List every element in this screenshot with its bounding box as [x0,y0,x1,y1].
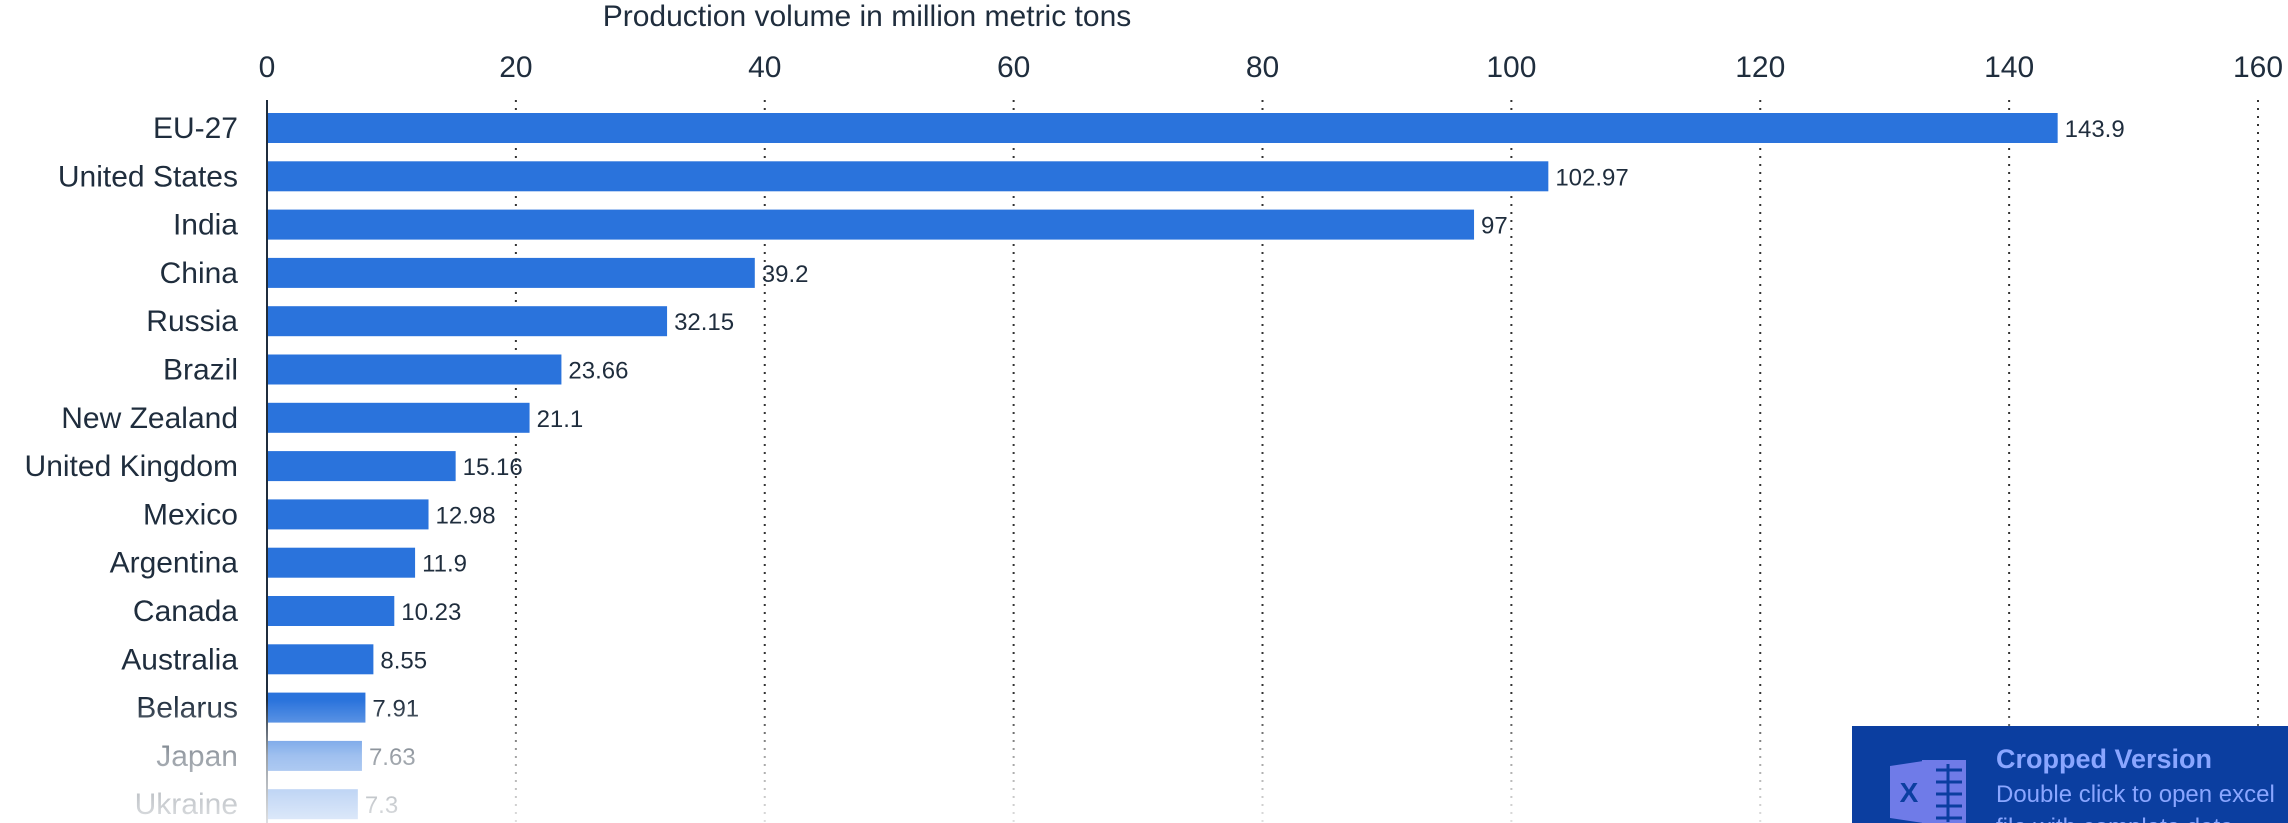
bar [267,596,395,626]
bar [267,644,374,675]
bar [267,113,2058,143]
bar [267,402,530,433]
data-label: 10.23 [401,599,461,626]
data-label: 15.16 [463,454,523,481]
category-label: New Zealand [61,402,238,435]
grid-lines [514,100,2259,823]
category-label: Belarus [136,692,238,725]
banner-subtitle: Double click to open excel [1996,781,2275,808]
category-label: Japan [156,740,238,773]
x-tick-label: 140 [1984,51,2034,84]
cropped-version-banner[interactable]: X Cropped Version Double click to open e… [1852,726,2288,823]
data-label: 32.15 [674,309,734,336]
bar [267,209,1475,240]
data-label: 97 [1481,213,1508,240]
x-tick-label: 160 [2233,51,2283,84]
x-tick-label: 0 [259,51,276,84]
category-label: Argentina [110,547,239,580]
category-label: China [160,257,239,290]
category-label: EU-27 [153,112,238,145]
bar [267,740,362,771]
bar [267,547,416,578]
svg-text:X: X [1900,777,1919,808]
bar [267,257,755,288]
data-label: 8.55 [380,647,427,674]
bar [267,499,429,530]
bar [267,451,456,482]
x-tick-label: 80 [1246,51,1279,84]
x-axis-title: Production volume in million metric tons [603,0,1132,33]
bar [267,161,1549,192]
category-label: Canada [133,595,238,628]
data-label: 12.98 [436,502,496,529]
bar [267,692,366,723]
category-label: India [173,209,238,242]
x-tick-label: 60 [997,51,1030,84]
excel-icon: X [1890,760,1966,823]
x-tick-label: 40 [748,51,781,84]
category-label: Australia [121,643,238,676]
data-label: 21.1 [537,406,584,433]
banner-title: Cropped Version [1996,744,2213,774]
category-label: Ukraine [135,788,238,821]
x-tick-label: 120 [1735,51,1785,84]
category-label: United States [58,160,238,193]
x-tick-label: 100 [1486,51,1536,84]
x-tick-label: 20 [499,51,532,84]
bar [267,354,562,385]
data-label: 23.66 [568,358,628,385]
category-labels: EU-27 United States India China Russia Brazil… [25,112,239,821]
category-label: United Kingdom [25,450,238,483]
data-label: 7.91 [372,696,419,723]
data-label: 11.9 [422,551,467,578]
data-label: 39.2 [762,261,809,288]
category-label: Mexico [143,498,238,531]
data-label: 102.97 [1555,164,1628,191]
category-label: Brazil [163,354,238,387]
data-label: 7.63 [369,744,416,771]
category-label: Russia [146,305,238,338]
bar [267,306,668,337]
banner-subtitle-continued: file with complete data [1996,814,2233,823]
data-label: 7.3 [365,792,398,819]
bars [267,113,2058,820]
data-label: 143.9 [2065,116,2125,143]
bar [267,789,358,820]
x-tick-labels: 0 20 40 60 80 100 120 140 160 [259,51,2283,84]
